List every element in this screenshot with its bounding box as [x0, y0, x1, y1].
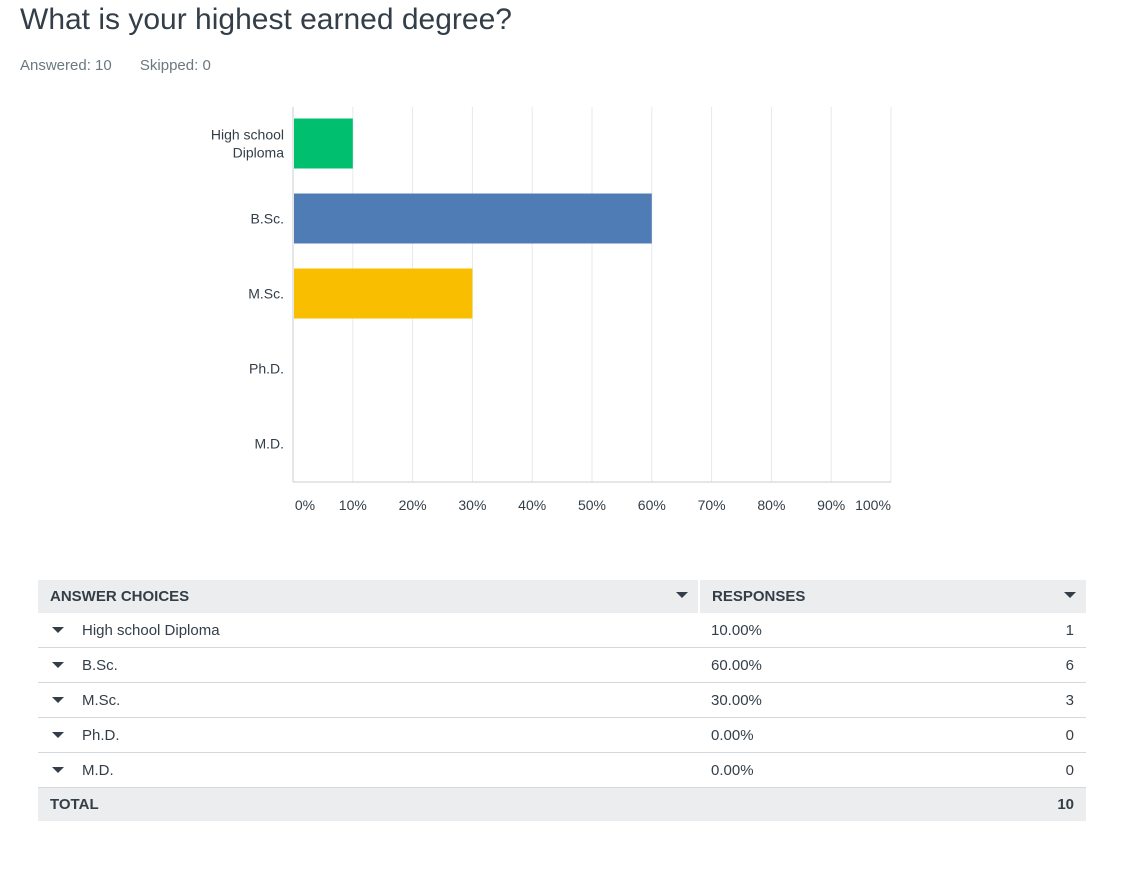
choice-cell: B.Sc.: [38, 647, 699, 683]
expand-caret-icon[interactable]: [52, 731, 64, 738]
results-table: ANSWER CHOICES RESPONSES High school Dip…: [38, 580, 1086, 821]
sort-caret-down-icon[interactable]: [676, 592, 688, 598]
bar: [294, 268, 473, 319]
answer-choices-header[interactable]: ANSWER CHOICES: [38, 580, 700, 613]
responses-header[interactable]: RESPONSES: [699, 580, 1086, 613]
x-tick-label: 0%: [295, 497, 315, 513]
choice-cell: M.Sc.: [38, 682, 699, 718]
bar-chart: 0% 10% 20% 30% 40% 50% 60% 70% 80% 90% 100% High sc…: [211, 107, 892, 513]
expand-caret-icon[interactable]: [52, 626, 64, 633]
table-header-row: ANSWER CHOICES RESPONSES: [38, 580, 1086, 613]
x-tick-label: 70%: [698, 497, 726, 513]
choice-cell: Ph.D.: [38, 717, 699, 753]
answered-count: Answered: 10: [20, 57, 112, 74]
choice-label: M.Sc.: [82, 691, 121, 709]
choice-cell: High school Diploma: [38, 613, 699, 648]
response-stats: Answered: 10 Skipped: 0: [20, 57, 235, 74]
percent-cell: 10.00%: [699, 613, 950, 648]
answer-choices-label: ANSWER CHOICES: [50, 588, 190, 605]
expand-caret-icon[interactable]: [52, 696, 64, 703]
x-tick-label: 30%: [458, 497, 486, 513]
table-row: High school Diploma 10.00% 1: [38, 613, 1086, 648]
y-category-label: M.Sc.: [248, 286, 284, 302]
table-row: M.Sc. 30.00% 3: [38, 682, 1086, 718]
percent-cell: 0.00%: [699, 717, 950, 753]
question-title: What is your highest earned degree?: [20, 3, 512, 36]
y-category-label: Ph.D.: [249, 361, 284, 377]
y-category-label: High school Diploma: [211, 127, 284, 161]
count-cell: 3: [949, 682, 1086, 718]
x-tick-label: 80%: [757, 497, 785, 513]
sort-caret-down-icon[interactable]: [1064, 592, 1076, 598]
table-row: Ph.D. 0.00% 0: [38, 717, 1086, 753]
total-count: 10: [949, 787, 1086, 821]
y-category-label: B.Sc.: [251, 211, 284, 227]
count-cell: 6: [949, 647, 1086, 683]
percent-cell: 60.00%: [699, 647, 950, 683]
x-tick-label: 90%: [817, 497, 845, 513]
choice-label: M.D.: [82, 761, 114, 779]
skipped-count: Skipped: 0: [139, 57, 211, 74]
x-tick-label: 50%: [578, 497, 606, 513]
x-tick-label: 60%: [638, 497, 666, 513]
count-cell: 0: [949, 717, 1086, 753]
expand-caret-icon[interactable]: [52, 661, 64, 668]
x-tick-label: 100%: [855, 497, 891, 513]
bar: [294, 118, 353, 169]
total-label: TOTAL: [38, 787, 699, 821]
x-tick-label: 40%: [518, 497, 546, 513]
choice-label: High school Diploma: [82, 621, 220, 639]
x-tick-label: 10%: [339, 497, 367, 513]
y-category-label: M.D.: [254, 436, 284, 452]
table-row: B.Sc. 60.00% 6: [38, 647, 1086, 683]
bar: [294, 193, 652, 244]
percent-cell: 30.00%: [699, 682, 950, 718]
total-spacer: [699, 787, 950, 821]
responses-label: RESPONSES: [712, 588, 806, 605]
percent-cell: 0.00%: [699, 752, 950, 788]
choice-label: B.Sc.: [82, 656, 118, 674]
count-cell: 0: [949, 752, 1086, 788]
choice-cell: M.D.: [38, 752, 699, 788]
choice-label: Ph.D.: [82, 726, 120, 744]
expand-caret-icon[interactable]: [52, 766, 64, 773]
total-row: TOTAL 10: [38, 787, 1086, 821]
x-tick-label: 20%: [399, 497, 427, 513]
count-cell: 1: [949, 613, 1086, 648]
table-row: M.D. 0.00% 0: [38, 752, 1086, 788]
